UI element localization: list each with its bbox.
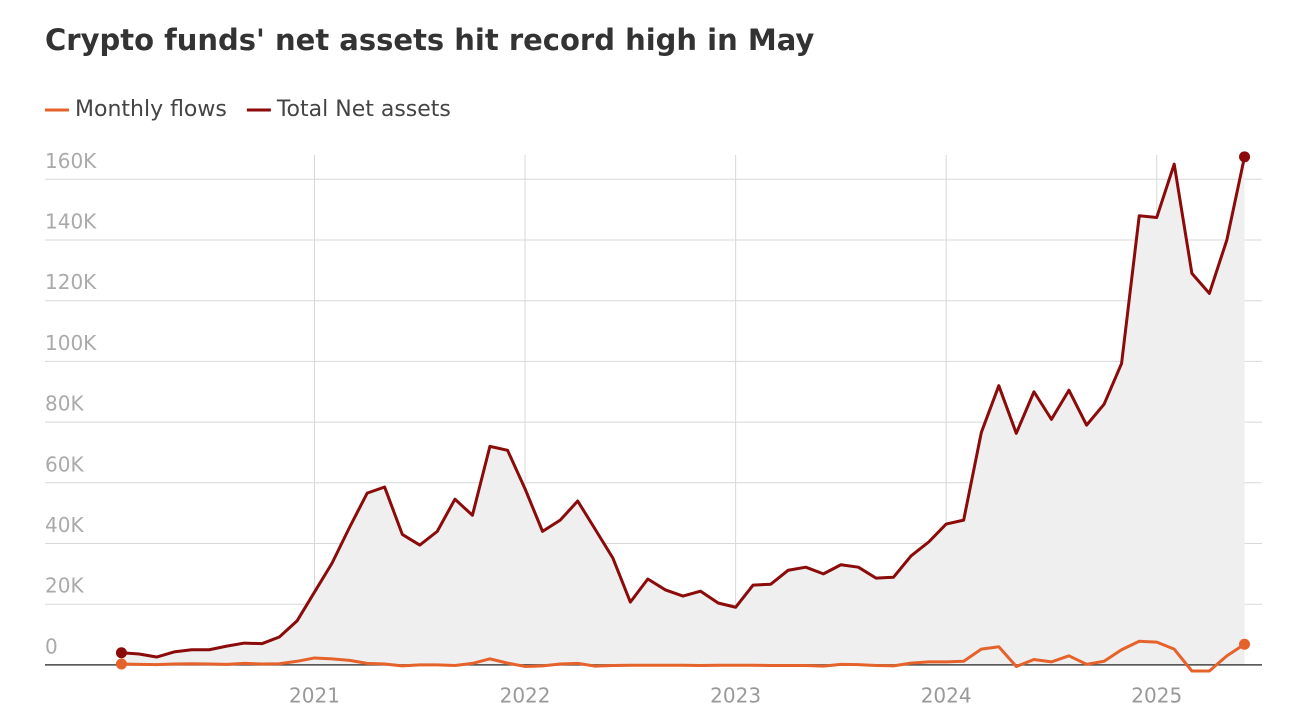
- series-line: [121, 156, 1246, 659]
- legend-label: Monthly flows: [75, 97, 227, 122]
- x-tick-label: 2022: [500, 684, 551, 708]
- y-tick-label: 20K: [45, 574, 84, 598]
- area: [121, 156, 1245, 665]
- y-tick-label: 120K: [45, 270, 97, 294]
- y-tick-label: 80K: [45, 392, 84, 416]
- end-dot: [1239, 151, 1251, 163]
- legend-label: Total Net assets: [276, 97, 451, 122]
- end-dot: [115, 658, 127, 670]
- chart-title: Crypto funds' net assets hit record high…: [45, 23, 814, 57]
- x-tick-label: 2023: [710, 684, 761, 708]
- y-tick-label: 60K: [45, 452, 84, 476]
- y-tick-label: 160K: [45, 149, 97, 173]
- x-tick-label: 2021: [289, 684, 340, 708]
- x-tick-label: 2025: [1131, 684, 1182, 708]
- x-tick-label: 2024: [921, 684, 972, 708]
- end-dot: [1239, 638, 1251, 650]
- series-line: [121, 639, 1246, 673]
- y-tick-label: 0: [45, 634, 58, 658]
- y-tick-label: 140K: [45, 209, 97, 233]
- y-tick-label: 100K: [45, 331, 97, 355]
- end-dot: [115, 647, 127, 659]
- y-tick-label: 40K: [45, 513, 84, 537]
